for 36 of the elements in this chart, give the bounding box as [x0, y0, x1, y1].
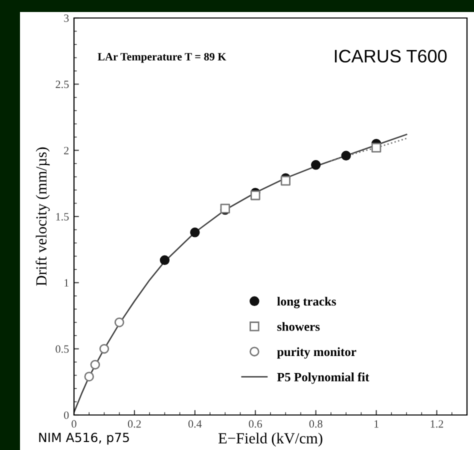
- x-tick-label: 0.8: [309, 420, 322, 428]
- y-tick-label: 2.5: [56, 80, 69, 88]
- point: [190, 228, 200, 238]
- point: [310, 160, 321, 170]
- y-tick-label: 1.5: [56, 213, 69, 221]
- y-tick-label: 3: [64, 14, 69, 22]
- point: [90, 360, 100, 370]
- legend-label: P5 Polynomial fit: [277, 372, 370, 384]
- y-tick-label: 0.5: [56, 345, 69, 353]
- x-tick-label: 1: [374, 420, 378, 428]
- legend-label: showers: [277, 322, 320, 331]
- text: NIM A516, p75: [39, 432, 129, 445]
- annotation: LAr Temperature T = 89 K: [98, 52, 226, 63]
- annotation: ICARUS T600: [334, 50, 447, 63]
- point: [114, 318, 124, 328]
- line-series: [74, 134, 408, 414]
- point: [371, 142, 382, 153]
- point: [280, 176, 290, 186]
- y-tick-label: 0: [64, 411, 69, 419]
- line-series: [330, 138, 408, 162]
- x-axis-title: E−Field (kV/cm): [218, 432, 322, 447]
- x-tick-label: 0.2: [128, 420, 141, 428]
- x-tick-label: 1.2: [430, 420, 444, 428]
- point: [160, 255, 170, 266]
- x-tick-label: 0.6: [248, 420, 262, 428]
- y-tick-label: 2: [64, 146, 69, 154]
- x-tick-label: 0: [72, 420, 76, 428]
- x-tick-label: 0.4: [188, 420, 202, 428]
- y-tick-label: 1: [64, 279, 68, 287]
- point: [250, 190, 260, 200]
- point: [84, 372, 94, 382]
- legend-label: purity monitor: [277, 347, 356, 359]
- legend-label: long tracks: [277, 296, 336, 308]
- point: [99, 344, 110, 354]
- point: [341, 150, 351, 160]
- y-axis-title: Drift velocity (mm/µs): [36, 147, 50, 286]
